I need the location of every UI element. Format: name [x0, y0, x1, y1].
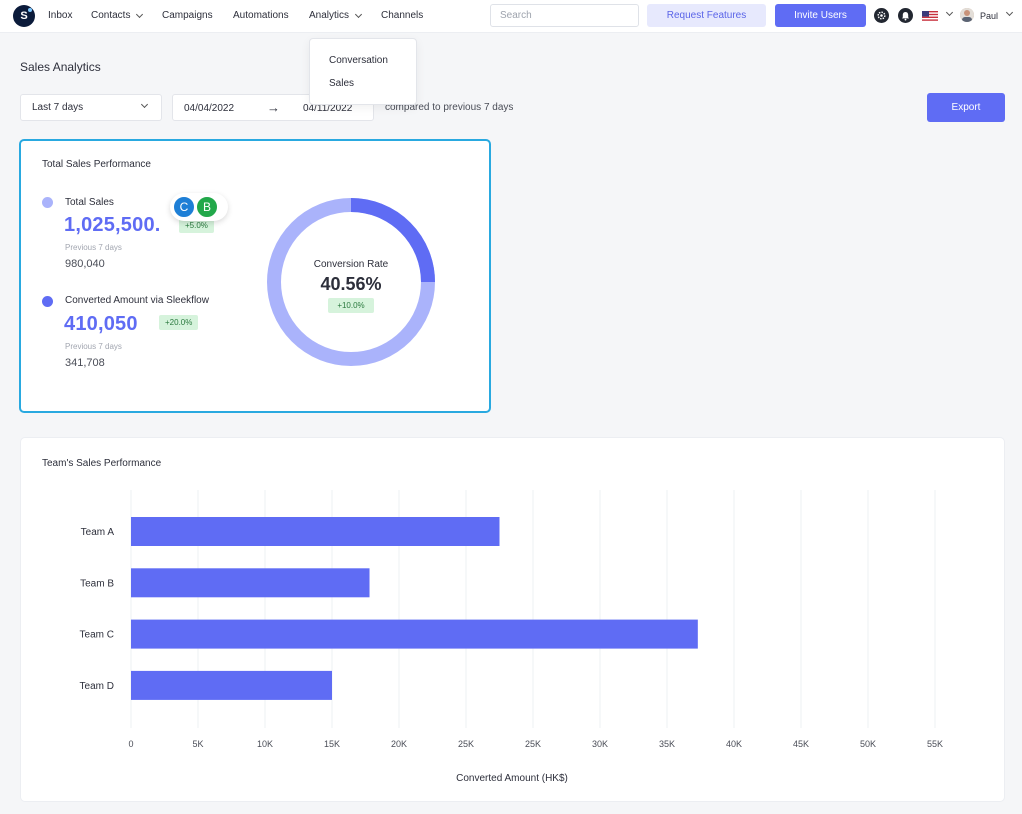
- converted-prev-label: Previous 7 days: [65, 342, 122, 351]
- total-sales-change-badge: +5.0%: [179, 218, 214, 233]
- chevron-down-icon: [354, 10, 363, 18]
- bar-team-d: [131, 670, 332, 700]
- y-category-label: Team D: [80, 681, 114, 692]
- date-start[interactable]: 04/04/2022: [184, 103, 235, 114]
- converted-legend-dot: [42, 296, 53, 307]
- x-tick-label: 40K: [726, 739, 742, 749]
- nav-channels[interactable]: Channels: [381, 10, 423, 21]
- nav-inbox[interactable]: Inbox: [48, 10, 72, 21]
- export-button[interactable]: Export: [927, 93, 1005, 122]
- invite-users-button[interactable]: Invite Users: [775, 4, 866, 27]
- user-avatar[interactable]: [960, 8, 974, 22]
- bar-team-b: [131, 568, 370, 598]
- total-sales-legend-dot: [42, 197, 53, 208]
- nav-contacts[interactable]: Contacts: [91, 10, 144, 21]
- card-title: Team's Sales Performance: [42, 458, 162, 469]
- y-category-label: Team B: [80, 578, 114, 589]
- x-tick-label: 15K: [324, 739, 340, 749]
- bell-icon: [901, 11, 910, 20]
- converted-label: Converted Amount via Sleekflow: [65, 295, 209, 306]
- total-sales-label: Total Sales: [65, 197, 114, 208]
- avatar-person-icon: [960, 8, 974, 22]
- converted-change-badge: +20.0%: [159, 315, 199, 330]
- request-features-button[interactable]: Request Features: [647, 4, 766, 27]
- chevron-down-icon: [140, 100, 149, 109]
- notification-bell-icon[interactable]: [898, 8, 913, 23]
- x-tick-label: 5K: [192, 739, 203, 749]
- nav-channels-label: Channels: [381, 10, 424, 21]
- analytics-dropdown-menu: Conversation Sales: [309, 38, 417, 105]
- chevron-down-icon: [136, 10, 144, 18]
- page-title: Sales Analytics: [20, 60, 101, 74]
- collaborator-avatar-c[interactable]: C: [173, 196, 195, 218]
- converted-prev-value: 341,708: [65, 357, 105, 369]
- us-flag-icon[interactable]: [922, 11, 938, 21]
- x-tick-label: 20K: [391, 739, 407, 749]
- x-tick-label: 25K: [525, 739, 541, 749]
- x-tick-label: 55K: [927, 739, 943, 749]
- comparison-text: compared to previous 7 days: [385, 102, 514, 113]
- total-sales-prev-label: Previous 7 days: [65, 243, 122, 252]
- menu-item-sales[interactable]: Sales: [329, 78, 355, 89]
- x-tick-label: 50K: [860, 739, 876, 749]
- x-tick-label: 45K: [793, 739, 809, 749]
- app-logo[interactable]: S: [13, 5, 35, 27]
- conversion-rate-donut-chart: [267, 198, 435, 366]
- conversion-rate-value: 40.56%: [320, 274, 382, 294]
- x-axis-title: Converted Amount (HK$): [456, 773, 568, 784]
- x-tick-label: 30K: [592, 739, 608, 749]
- x-tick-label: 25K: [458, 739, 474, 749]
- menu-item-conversation[interactable]: Conversation: [329, 55, 388, 66]
- collaborator-avatar-b[interactable]: B: [196, 196, 218, 218]
- team-sales-performance-card: Team's Sales Performance 0 5K 10K 15K 20K 25K…: [20, 437, 1005, 802]
- card-title: Total Sales Performance: [42, 159, 151, 170]
- user-name[interactable]: Paul: [980, 11, 999, 21]
- x-tick-label: 35K: [659, 739, 675, 749]
- donut-converted-segment: [267, 198, 435, 366]
- team-sales-bar-chart: 0 5K 10K 15K 20K 25K 25K 30K 35K 40K 45K 50K 55K Team…: [80, 490, 943, 784]
- y-category-label: Team C: [80, 630, 114, 641]
- period-select-value: Last 7 days: [32, 102, 84, 113]
- date-end[interactable]: 04/11/2022: [303, 103, 353, 114]
- nav-analytics[interactable]: Analytics: [309, 10, 363, 21]
- nav-analytics-label: Analytics: [309, 10, 350, 21]
- total-sales-prev-value: 980,040: [65, 258, 105, 270]
- nav-inbox-label: Inbox: [48, 10, 73, 21]
- nav-campaigns[interactable]: Campaigns: [162, 10, 213, 21]
- nav-campaigns-label: Campaigns: [162, 10, 213, 21]
- total-sales-performance-card[interactable]: Total Sales Performance Total Sales 1,02…: [19, 139, 491, 413]
- total-sales-value: 1,025,500.: [64, 214, 161, 236]
- period-select[interactable]: Last 7 days: [20, 94, 162, 121]
- converted-value: 410,050: [64, 313, 138, 335]
- logo-letter: S: [20, 10, 28, 22]
- language-chevron-down-icon[interactable]: [945, 8, 954, 17]
- bar-team-a: [131, 517, 500, 546]
- conversion-rate-label: Conversion Rate: [313, 259, 389, 270]
- nav-automations[interactable]: Automations: [233, 10, 289, 21]
- user-menu-chevron-down-icon[interactable]: [1005, 8, 1014, 17]
- gear-icon: [877, 11, 886, 20]
- logo-dot-icon: [28, 8, 32, 12]
- x-tick-label: 0: [128, 739, 133, 749]
- search-input[interactable]: [490, 4, 639, 27]
- collaborators-badge[interactable]: C B: [170, 193, 228, 221]
- y-category-label: Team A: [81, 527, 115, 538]
- conversion-rate-change-badge: +10.0%: [328, 298, 374, 313]
- nav-contacts-label: Contacts: [91, 10, 131, 21]
- settings-gear-icon[interactable]: [874, 8, 889, 23]
- bar-team-c: [131, 619, 698, 649]
- x-tick-label: 10K: [257, 739, 273, 749]
- arrow-right-icon: →: [267, 100, 280, 115]
- nav-automations-label: Automations: [233, 10, 289, 21]
- top-navigation-bar: S Inbox Contacts Campaigns Automations A…: [0, 0, 1022, 33]
